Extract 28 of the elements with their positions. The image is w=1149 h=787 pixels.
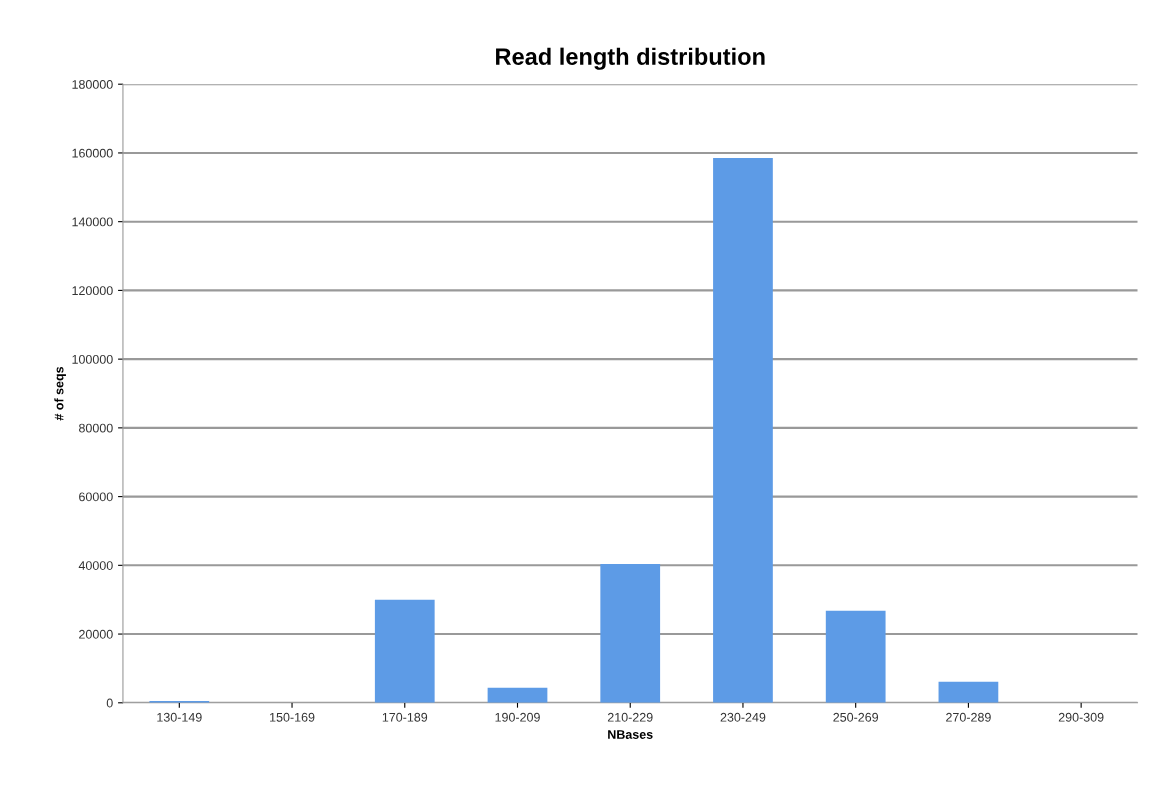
chart-title: Read length distribution [496, 47, 765, 70]
y-tick-label: 160000 [72, 148, 113, 158]
y-tick-label: 100000 [72, 354, 113, 364]
y-tick-label: 20000 [79, 629, 113, 639]
y-axis-title: # of seqs [54, 366, 66, 421]
bar [374, 599, 435, 703]
y-tick-label: 40000 [78, 561, 113, 570]
y-tick-label: 0 [106, 698, 113, 708]
x-tick-label: 170-189 [382, 712, 428, 722]
y-tick-label: 120000 [72, 286, 113, 296]
x-tick-label: 150-169 [270, 712, 315, 722]
x-tick-label: 270-289 [946, 712, 991, 722]
bar [938, 681, 999, 703]
bar [825, 610, 886, 703]
y-tick-label: 180000 [72, 80, 113, 89]
x-axis-title: NBases [608, 730, 653, 739]
y-tick-label: 60000 [79, 492, 113, 502]
x-tick-label: 210-229 [607, 712, 653, 722]
x-tick-label: 130-149 [157, 712, 202, 722]
bar [600, 563, 661, 703]
x-tick-label: 250-269 [833, 712, 879, 722]
y-tick-label: 140000 [72, 217, 113, 227]
x-tick-label: 230-249 [720, 712, 766, 722]
bar [713, 158, 773, 703]
x-tick-label: 190-209 [495, 712, 540, 722]
x-tick-label: 290-309 [1058, 712, 1104, 722]
bar [487, 687, 548, 703]
y-tick-label: 80000 [79, 423, 113, 433]
